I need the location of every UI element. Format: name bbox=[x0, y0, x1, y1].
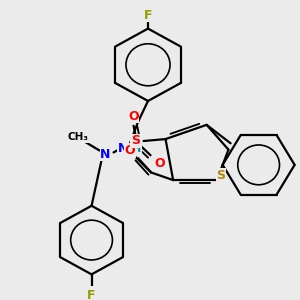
Text: CH₃: CH₃ bbox=[67, 132, 88, 142]
Text: F: F bbox=[144, 9, 152, 22]
Text: S: S bbox=[216, 169, 225, 182]
Text: F: F bbox=[87, 289, 96, 300]
Text: H: H bbox=[132, 144, 142, 154]
Text: O: O bbox=[128, 110, 139, 123]
Text: O: O bbox=[154, 158, 165, 170]
Text: S: S bbox=[131, 134, 140, 148]
Text: O: O bbox=[125, 144, 136, 157]
Text: N: N bbox=[100, 148, 111, 161]
Text: N: N bbox=[118, 142, 128, 155]
